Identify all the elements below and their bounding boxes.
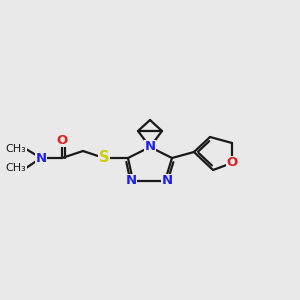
Text: N: N bbox=[161, 175, 172, 188]
Text: N: N bbox=[144, 140, 156, 154]
Text: CH₃: CH₃ bbox=[5, 163, 26, 173]
Text: S: S bbox=[99, 151, 109, 166]
Text: CH₃: CH₃ bbox=[5, 144, 26, 154]
Text: N: N bbox=[35, 152, 46, 164]
Text: O: O bbox=[56, 134, 68, 146]
Text: O: O bbox=[226, 157, 238, 169]
Text: N: N bbox=[125, 175, 136, 188]
